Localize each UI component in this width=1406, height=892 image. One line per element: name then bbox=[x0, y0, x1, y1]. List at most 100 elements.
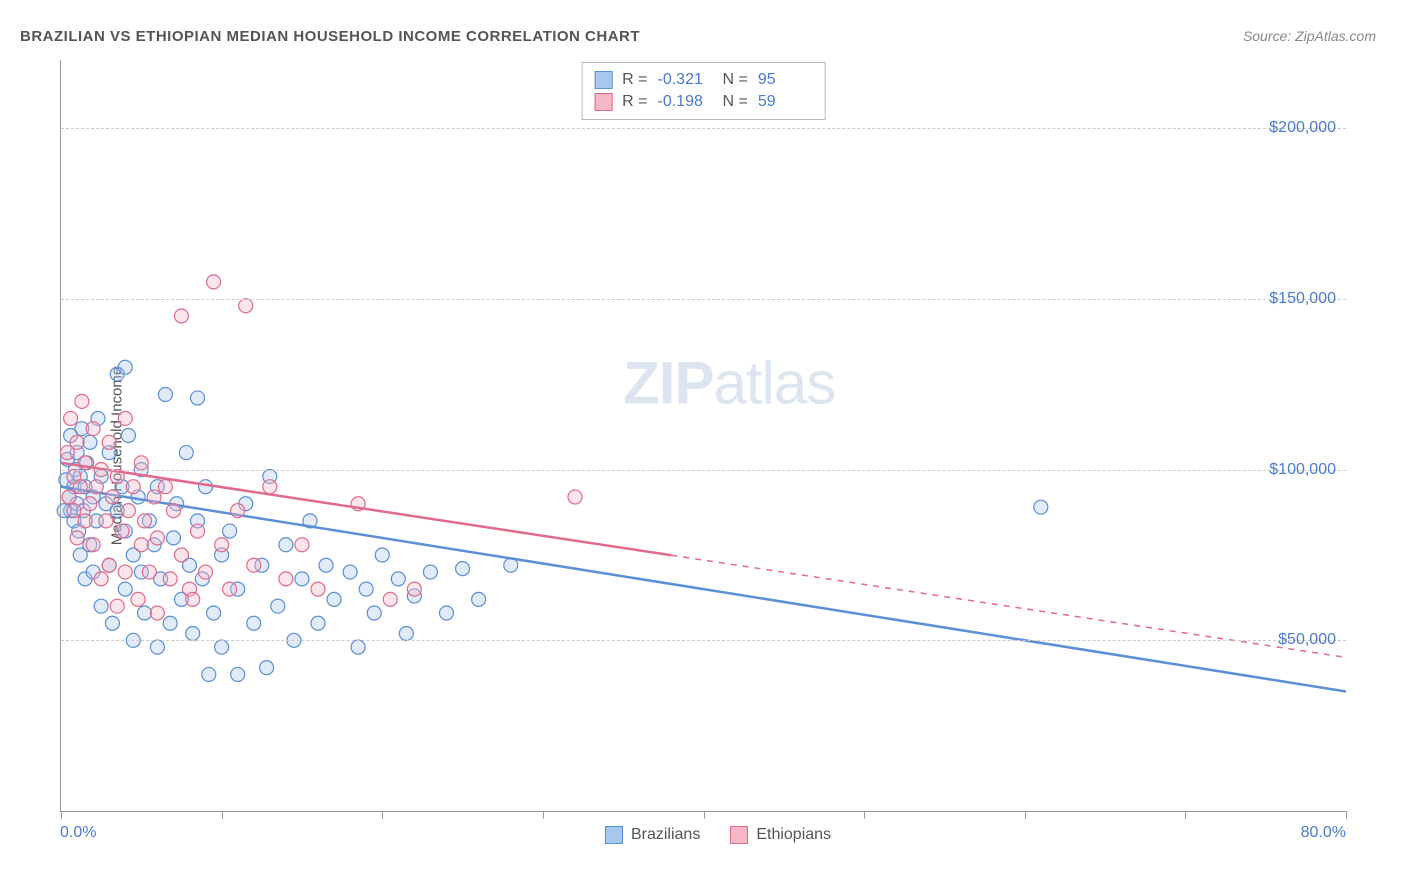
scatter-point bbox=[271, 599, 285, 613]
scatter-point bbox=[311, 616, 325, 630]
stat-r-value: -0.321 bbox=[658, 71, 713, 89]
scatter-point bbox=[568, 490, 582, 504]
stat-n-value: 95 bbox=[758, 71, 813, 89]
scatter-point bbox=[215, 538, 229, 552]
legend-item: Brazilians bbox=[605, 826, 700, 844]
scatter-point bbox=[99, 514, 113, 528]
scatter-point bbox=[110, 599, 124, 613]
scatter-point bbox=[343, 565, 357, 579]
scatter-point bbox=[105, 490, 119, 504]
scatter-point bbox=[1034, 500, 1048, 514]
stat-r-label: R = bbox=[622, 93, 647, 111]
scatter-point bbox=[311, 582, 325, 596]
series-swatch bbox=[594, 93, 612, 111]
scatter-point bbox=[359, 582, 373, 596]
stats-row: R = -0.321N = 95 bbox=[594, 69, 813, 91]
scatter-point bbox=[147, 490, 161, 504]
x-tick bbox=[704, 811, 705, 819]
series-swatch bbox=[594, 71, 612, 89]
y-tick-label: $150,000 bbox=[1269, 290, 1336, 308]
x-tick bbox=[1025, 811, 1026, 819]
scatter-point bbox=[73, 480, 87, 494]
scatter-point bbox=[102, 435, 116, 449]
scatter-point bbox=[174, 548, 188, 562]
scatter-point bbox=[207, 606, 221, 620]
scatter-point bbox=[89, 480, 103, 494]
scatter-point bbox=[407, 582, 421, 596]
source-attribution: Source: ZipAtlas.com bbox=[1243, 28, 1376, 44]
chart-container: Median Household Income ZIPatlas R = -0.… bbox=[50, 60, 1386, 852]
scatter-point bbox=[223, 524, 237, 538]
scatter-point bbox=[423, 565, 437, 579]
scatter-point bbox=[115, 524, 129, 538]
scatter-point bbox=[62, 490, 76, 504]
scatter-point bbox=[131, 592, 145, 606]
scatter-point bbox=[319, 558, 333, 572]
scatter-point bbox=[279, 572, 293, 586]
stat-r-value: -0.198 bbox=[658, 93, 713, 111]
legend-item: Ethiopians bbox=[730, 826, 831, 844]
scatter-point bbox=[399, 626, 413, 640]
trend-line-dashed bbox=[671, 555, 1346, 657]
trend-line bbox=[61, 487, 1346, 692]
scatter-point bbox=[295, 572, 309, 586]
scatter-point bbox=[102, 558, 116, 572]
scatter-point bbox=[138, 606, 152, 620]
legend-label: Ethiopians bbox=[756, 826, 831, 844]
scatter-point bbox=[186, 626, 200, 640]
scatter-point bbox=[150, 640, 164, 654]
scatter-point bbox=[199, 565, 213, 579]
scatter-point bbox=[207, 275, 221, 289]
chart-title: BRAZILIAN VS ETHIOPIAN MEDIAN HOUSEHOLD … bbox=[20, 28, 640, 45]
scatter-point bbox=[223, 582, 237, 596]
scatter-point bbox=[105, 616, 119, 630]
scatter-point bbox=[472, 592, 486, 606]
x-axis-min-label: 0.0% bbox=[60, 824, 96, 842]
scatter-point bbox=[118, 565, 132, 579]
scatter-point bbox=[64, 411, 78, 425]
scatter-point bbox=[94, 572, 108, 586]
scatter-point bbox=[142, 565, 156, 579]
scatter-point bbox=[126, 480, 140, 494]
y-tick-label: $100,000 bbox=[1269, 461, 1336, 479]
gridline bbox=[61, 470, 1346, 471]
legend-swatch bbox=[605, 826, 623, 844]
scatter-point bbox=[118, 411, 132, 425]
correlation-stats-box: R = -0.321N = 95R = -0.198N = 59 bbox=[581, 62, 826, 120]
gridline bbox=[61, 299, 1346, 300]
stats-row: R = -0.198N = 59 bbox=[594, 91, 813, 113]
stat-n-value: 59 bbox=[758, 93, 813, 111]
scatter-point bbox=[202, 667, 216, 681]
scatter-point bbox=[263, 480, 277, 494]
scatter-point bbox=[367, 606, 381, 620]
scatter-point bbox=[118, 360, 132, 374]
scatter-point bbox=[78, 514, 92, 528]
scatter-point bbox=[86, 538, 100, 552]
legend-label: Brazilians bbox=[631, 826, 700, 844]
scatter-point bbox=[327, 592, 341, 606]
scatter-point bbox=[247, 616, 261, 630]
scatter-point bbox=[247, 558, 261, 572]
scatter-point bbox=[174, 309, 188, 323]
x-tick bbox=[1185, 811, 1186, 819]
scatter-point bbox=[67, 504, 81, 518]
scatter-point bbox=[191, 524, 205, 538]
scatter-svg bbox=[61, 60, 1346, 811]
scatter-point bbox=[83, 435, 97, 449]
y-tick-label: $200,000 bbox=[1269, 119, 1336, 137]
stat-r-label: R = bbox=[622, 71, 647, 89]
scatter-point bbox=[231, 667, 245, 681]
scatter-point bbox=[166, 504, 180, 518]
scatter-point bbox=[351, 640, 365, 654]
scatter-point bbox=[179, 446, 193, 460]
scatter-point bbox=[191, 391, 205, 405]
scatter-point bbox=[70, 531, 84, 545]
scatter-point bbox=[391, 572, 405, 586]
gridline bbox=[61, 640, 1346, 641]
scatter-point bbox=[94, 599, 108, 613]
scatter-point bbox=[134, 538, 148, 552]
scatter-point bbox=[383, 592, 397, 606]
scatter-point bbox=[186, 592, 200, 606]
scatter-point bbox=[75, 394, 89, 408]
scatter-point bbox=[83, 497, 97, 511]
